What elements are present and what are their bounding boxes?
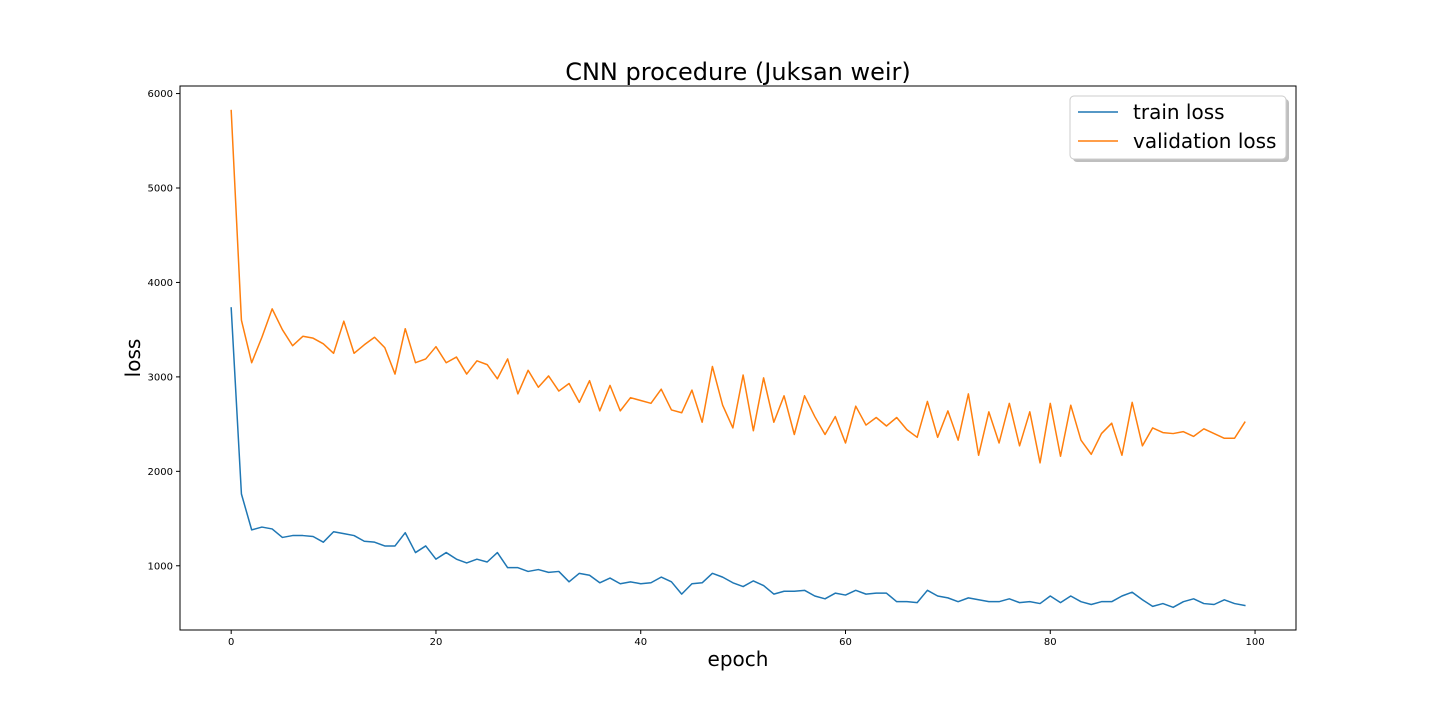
y-axis: 1000 2000 3000 4000 5000 6000: [148, 89, 180, 572]
plot-area: [230, 109, 1246, 609]
series-line-train-loss: [230, 307, 1246, 609]
legend-label-validation-loss: validation loss: [1133, 129, 1276, 153]
y-tick-label: 6000: [148, 89, 173, 100]
y-tick-label: 5000: [148, 184, 173, 195]
x-tick-label: 40: [634, 637, 647, 648]
x-axis: 0 20 40 60 80 100: [228, 630, 1265, 648]
x-tick-label: 100: [1245, 637, 1264, 648]
y-tick-label: 3000: [148, 372, 173, 383]
y-axis-label: loss: [121, 339, 145, 378]
y-tick-label: 2000: [148, 467, 173, 478]
x-tick-label: 20: [430, 637, 443, 648]
y-tick-label: 4000: [148, 278, 173, 289]
legend: train loss validation loss: [1069, 95, 1289, 162]
chart-title: CNN procedure (Juksan weir): [565, 58, 911, 86]
series-line-validation-loss: [230, 109, 1246, 464]
y-tick-label: 1000: [148, 561, 173, 572]
x-tick-label: 80: [1044, 637, 1057, 648]
plot-frame: [179, 85, 1297, 631]
legend-label-train-loss: train loss: [1133, 100, 1225, 124]
x-axis-label: epoch: [708, 647, 769, 671]
x-tick-label: 60: [839, 637, 852, 648]
x-tick-label: 0: [228, 637, 234, 648]
legend-box: [1069, 95, 1287, 160]
